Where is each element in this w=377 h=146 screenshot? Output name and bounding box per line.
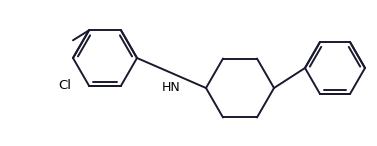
Text: HN: HN [162, 81, 181, 94]
Text: Cl: Cl [58, 79, 71, 92]
